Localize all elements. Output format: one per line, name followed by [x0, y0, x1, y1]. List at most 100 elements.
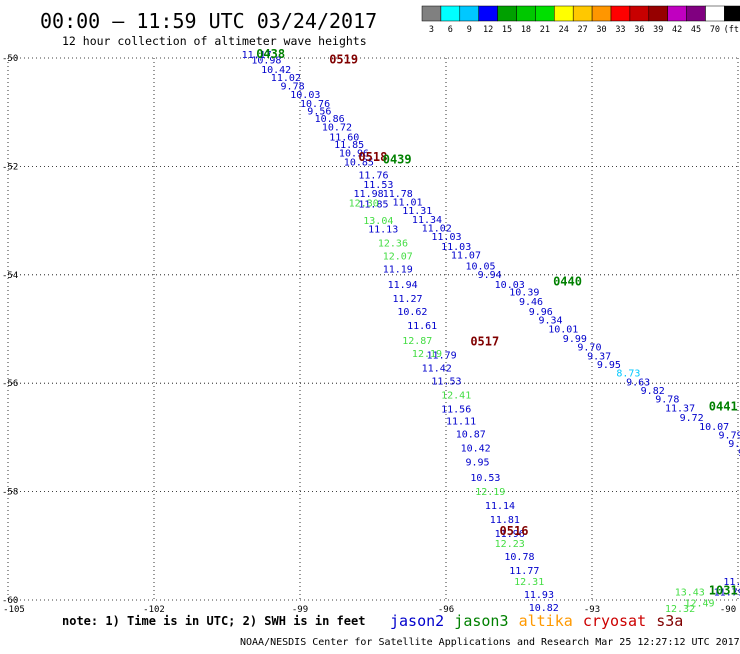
swh-value-label: 9.95	[465, 458, 489, 469]
colorbar-swatch	[478, 5, 498, 22]
swh-value-label: 9.78	[281, 81, 305, 92]
swh-value-label: 10.39	[509, 287, 539, 298]
pass-id-label: 0439	[383, 153, 412, 167]
swh-value-label: 10.42	[461, 443, 491, 454]
colorbar-swatch	[572, 5, 593, 22]
swh-value-label: 11.42	[422, 363, 452, 374]
swh-value-label: 12.19	[475, 487, 505, 498]
y-tick-label: -52	[2, 162, 18, 172]
swh-value-label: 9.82	[641, 386, 665, 397]
colorbar-label: 21	[540, 25, 550, 35]
colorbar-swatch	[421, 5, 442, 22]
swh-value-label: 11.96	[495, 529, 525, 540]
swh-value-label: 11.61	[407, 321, 437, 332]
swh-value-label: 13.04	[363, 216, 393, 227]
swh-value-label: 10.86	[315, 114, 345, 125]
swh-value-label: 11.3	[723, 577, 740, 588]
colorbar-swatch	[440, 5, 461, 22]
swh-value-label: 11.53	[431, 376, 461, 387]
swh-value-label: 11.17	[242, 50, 272, 61]
swh-value-label: 11.02	[422, 223, 452, 234]
swh-value-label: 12.19	[412, 349, 442, 360]
swh-value-label: 11.85	[358, 200, 388, 211]
swh-value-label: 12.31	[514, 577, 544, 588]
swh-value-label: 9.79	[719, 430, 740, 441]
legend-jason2: jason2	[390, 612, 444, 630]
swh-value-label: 10.78	[504, 552, 534, 563]
swh-value-label: 11.03	[431, 232, 461, 243]
swh-value-label: 10.76	[300, 99, 330, 110]
colorbar-label: 24	[559, 25, 569, 35]
swh-value-label: 11.11	[446, 416, 476, 427]
swh-value-label: 10.87	[456, 429, 486, 440]
swh-value-label: 9.72	[738, 448, 740, 459]
swh-value-label: 11.31	[402, 206, 432, 217]
swh-value-label: 11.07	[451, 251, 481, 262]
swh-value-label: 11.98	[354, 189, 384, 200]
swh-value-label: 12.32	[665, 604, 695, 615]
swh-value-label: 11.76	[358, 170, 388, 181]
swh-value-label: 12.49	[684, 599, 714, 610]
swh-value-label: 11.02	[271, 73, 301, 84]
colorbar-label: 36	[634, 25, 644, 35]
swh-value-label: 11.14	[485, 501, 515, 512]
colorbar-swatch	[629, 5, 650, 22]
swh-value-label: 9.95	[597, 360, 621, 371]
swh-value-label: 9.63	[626, 377, 650, 388]
swh-value-label: 11.93	[524, 590, 554, 601]
axis-ticks: -105 -102 -99 -96 -93 -90 -50 -52 -54 -56 -58 -60	[2, 54, 736, 615]
swh-value-label: 11.85	[334, 140, 364, 151]
colorbar-swatch	[459, 5, 479, 22]
swh-value-label: 11.77	[509, 566, 539, 577]
satellite-legend: jason2 jason3 altika cryosat s3a	[390, 612, 683, 630]
colorbar-label: 9	[467, 25, 472, 35]
swh-value-label: 11.01	[392, 197, 422, 208]
swh-value-label: 12.30	[349, 199, 379, 210]
colorbar-swatch	[497, 5, 517, 22]
swh-value-label: 10.82	[529, 603, 559, 614]
swh-value-label: 9.37	[587, 351, 611, 362]
colorbar-label: 15	[502, 25, 512, 35]
pass-id-label: 0518	[358, 150, 387, 164]
swh-value-label: 10.62	[397, 307, 427, 318]
swh-value-label: 11.19	[383, 265, 413, 276]
swh-value-label: 11.34	[412, 215, 442, 226]
swh-value-label: 11.79	[714, 588, 740, 599]
y-tick-label: -60	[2, 596, 18, 606]
swh-value-label: 11.81	[490, 515, 520, 526]
colorbar-swatch	[667, 5, 687, 22]
colorbar-swatch	[724, 5, 740, 22]
colorbar-label: (ft)	[724, 25, 740, 35]
swh-value-label: 10.72	[322, 123, 352, 134]
swh-value-label: 10.07	[699, 422, 729, 433]
swh-value-label: 12.36	[378, 239, 408, 250]
swh-value-label: 9.34	[538, 316, 562, 327]
colorbar-label: 70	[710, 25, 720, 35]
footer-note: note: 1) Time is in UTC; 2) SWH is in fe…	[62, 614, 365, 628]
series-group: 11.1710.9810.4211.029.7810.0310.769.5610…	[242, 50, 740, 614]
pass-id-label: 0516	[500, 524, 529, 538]
swh-value-label: 9.78	[655, 395, 679, 406]
colorbar-swatch	[648, 5, 668, 22]
y-tick-label: -58	[2, 488, 18, 498]
chart-grid	[7, 57, 739, 601]
x-tick-label: -93	[584, 605, 600, 615]
colorbar-swatch	[610, 5, 631, 22]
legend-jason3: jason3	[454, 612, 508, 630]
swh-value-label: 13.43	[675, 588, 705, 599]
swh-value-label: 9.94	[478, 270, 502, 281]
colorbar-label: 27	[578, 25, 588, 35]
colorbar-label: 18	[521, 25, 531, 35]
footer-credit: NOAA/NESDIS Center for Satellite Applica…	[240, 637, 740, 648]
x-tick-label: -90	[720, 605, 736, 615]
colorbar-label: 39	[653, 25, 663, 35]
swh-value-label: 9.72	[680, 413, 704, 424]
swh-value-label: 12.07	[383, 252, 413, 263]
swh-value-label: 11.27	[392, 294, 422, 305]
x-tick-label: -105	[3, 605, 25, 615]
swh-value-label: 9.96	[529, 307, 553, 318]
swh-value-label: 12.23	[495, 539, 525, 550]
